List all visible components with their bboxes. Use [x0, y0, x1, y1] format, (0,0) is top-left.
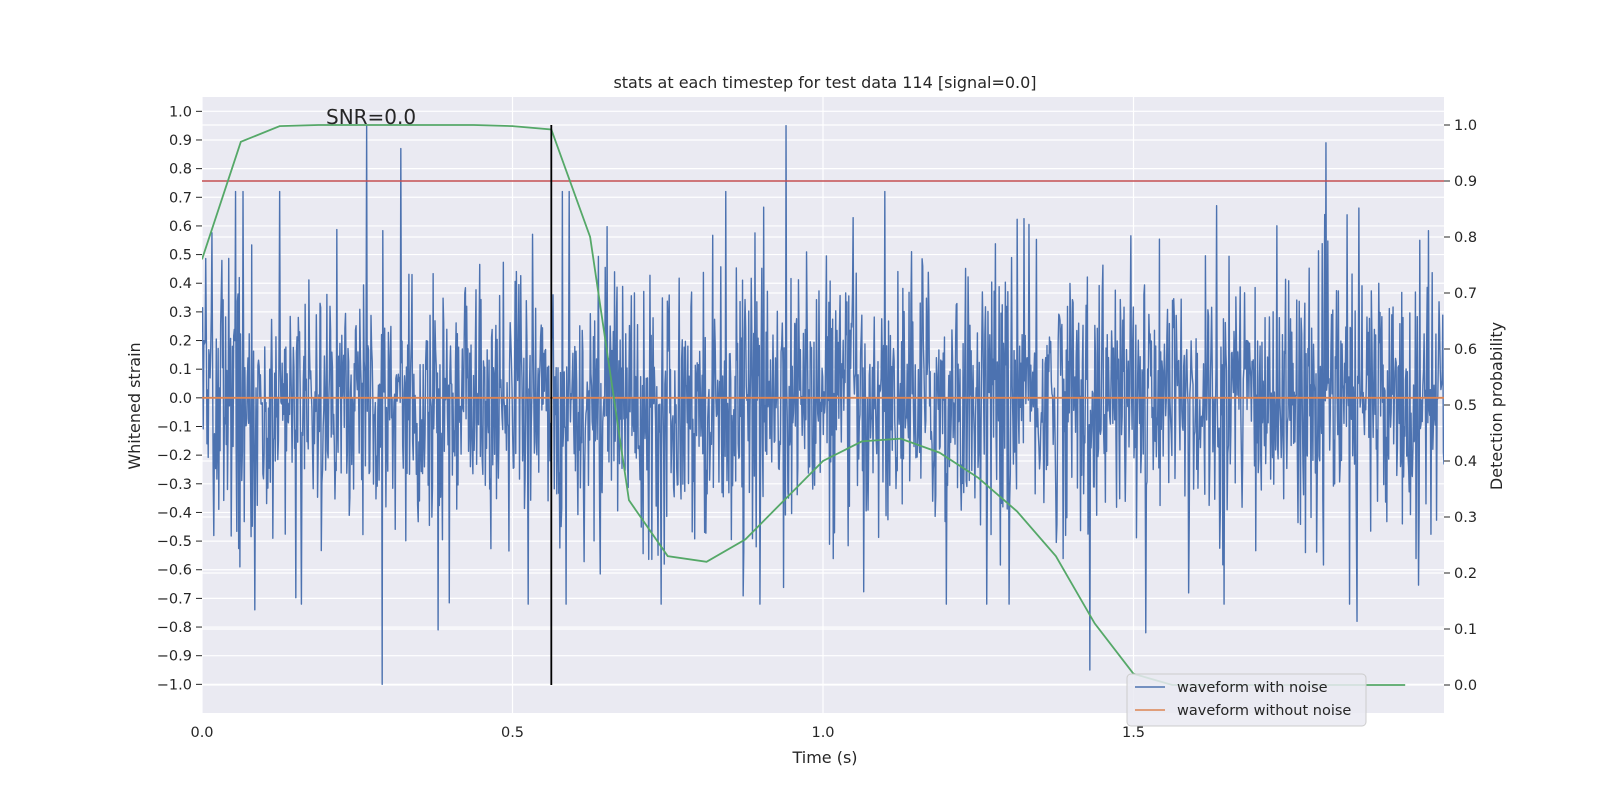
y-tick-label: −0.9	[157, 649, 192, 665]
noise-series-line	[202, 124, 1444, 686]
y2-tick-label: 0.0	[1454, 678, 1477, 694]
legend-label-noise: waveform with noise	[1177, 680, 1328, 696]
y-tick-label: −0.2	[157, 448, 192, 464]
chart-title: stats at each timestep for test data 114…	[613, 73, 1036, 92]
y-tick-label: 0.6	[169, 219, 192, 235]
y-tick-label: 0.8	[169, 162, 192, 178]
y-tick-label: 0.5	[169, 248, 192, 264]
y-axis-label: Whitened strain	[125, 342, 144, 469]
y2-tick-label: 0.4	[1454, 454, 1477, 470]
y-tick-label: 0.9	[169, 133, 192, 149]
legend-box	[1126, 673, 1367, 727]
legend-label-clean: waveform without noise	[1177, 703, 1351, 719]
y2-tick-label: 0.2	[1454, 566, 1477, 582]
y2-axis-label: Detection probability	[1487, 322, 1506, 490]
y2-tick-label: 0.5	[1454, 398, 1477, 414]
snr-annotation: SNR=0.0	[326, 105, 416, 129]
y-tick-label: −0.1	[157, 419, 192, 435]
x-tick-label: 0.5	[501, 725, 524, 741]
y-tick-label: 0.4	[169, 276, 192, 292]
y-tick-label: −1.0	[157, 677, 192, 693]
y2-tick-label: 0.8	[1454, 230, 1477, 246]
y2-tick-label: 1.0	[1454, 118, 1477, 134]
y-tick-label: 0.0	[169, 391, 192, 407]
x-tick-label: 1.0	[811, 725, 834, 741]
legend: waveform with noise waveform without noi…	[1126, 673, 1367, 727]
y-tick-label: −0.8	[157, 620, 192, 636]
y2-tick-label: 0.1	[1454, 622, 1477, 638]
y-tick-label: 0.1	[169, 362, 192, 378]
grid	[201, 97, 1444, 713]
x-tick-label: 1.5	[1122, 725, 1145, 741]
y-tick-label: −0.4	[157, 505, 192, 521]
y2-tick-label: 0.3	[1454, 510, 1477, 526]
y2-tick-label: 0.7	[1454, 286, 1477, 302]
y-tick-label: 0.3	[169, 305, 192, 321]
x-tick-label: 0.0	[190, 725, 213, 741]
y-tick-label: 0.7	[169, 190, 192, 206]
y2-tick-label: 0.9	[1454, 174, 1477, 190]
x-axis-label: Time (s)	[791, 748, 857, 767]
y-tick-label: −0.3	[157, 477, 192, 493]
y-tick-label: −0.6	[157, 563, 192, 579]
y-tick-label: −0.7	[157, 591, 192, 607]
y2-tick-label: 0.6	[1454, 342, 1477, 358]
y-tick-label: −0.5	[157, 534, 192, 550]
y-tick-label: 0.2	[169, 334, 192, 350]
tick-layer: 0.0 0.5 1.0 1.5 1.0 0.9 0.8 0.7 0.6 0.5 0.4 0.3 0.2 0…	[157, 104, 1477, 741]
y-tick-label: 1.0	[169, 104, 192, 120]
